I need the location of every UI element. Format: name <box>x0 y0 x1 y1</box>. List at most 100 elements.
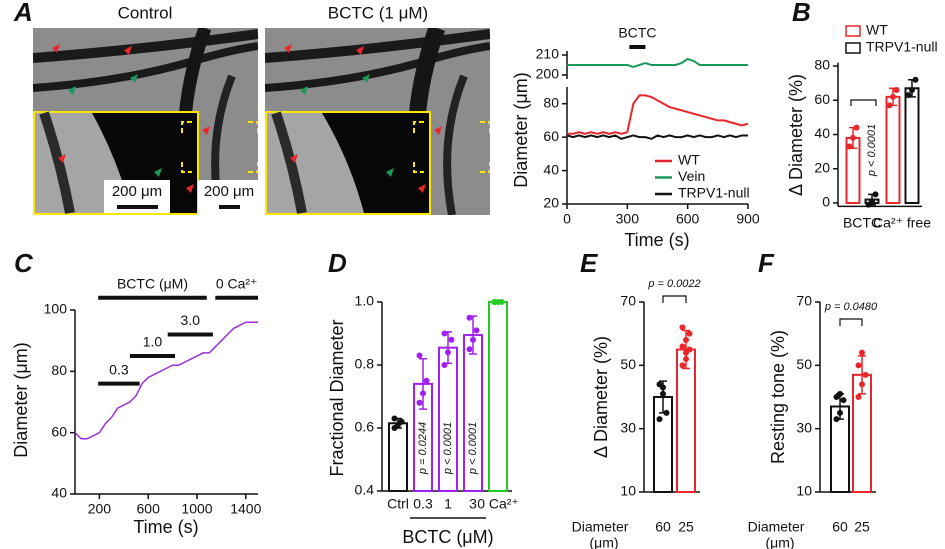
data-point <box>683 337 689 343</box>
micrograph <box>33 29 258 63</box>
x-tick-label: 25 <box>854 519 870 535</box>
x-tick-label: 0.3 <box>413 496 433 512</box>
legend-label: Vein <box>678 168 705 184</box>
micrograph <box>322 113 429 213</box>
p-value: p < 0.0001 <box>442 422 454 475</box>
data-point <box>391 415 398 422</box>
image-title: BCTC (1 μM) <box>328 3 428 22</box>
x-tick-label: Ctrl <box>387 496 409 512</box>
data-point <box>491 299 498 305</box>
legend-label: WT <box>866 22 888 38</box>
y-tick-label: 210 <box>536 46 560 62</box>
y-tick-label: 50 <box>796 356 812 372</box>
scale-bar-label: 200 μm <box>112 183 162 200</box>
y-tick-label: 40 <box>814 125 830 141</box>
micrograph <box>39 111 75 214</box>
data-point <box>859 381 865 388</box>
panel-label: C <box>14 248 34 278</box>
y-tick-label: 80 <box>543 94 559 110</box>
panel-label: A <box>13 0 33 27</box>
y-axis-label: Δ Diameter (%) <box>786 74 806 196</box>
y-tick-label: 40 <box>51 485 67 501</box>
y-axis-label: Δ Diameter (%) <box>591 336 611 458</box>
data-point <box>893 86 900 93</box>
data-point <box>466 346 473 353</box>
y-tick-label: 70 <box>620 293 636 309</box>
panel-label: B <box>792 0 811 27</box>
x-tick-label: 60 <box>832 519 848 535</box>
x-axis-label: Diameter <box>748 519 805 535</box>
bar <box>676 348 696 493</box>
y-tick-label: 30 <box>620 419 636 435</box>
y-tick-label: 80 <box>51 362 67 378</box>
x-tick-label: 1 <box>444 496 452 512</box>
data-point <box>423 377 430 384</box>
annotation: BCTC <box>618 25 656 41</box>
y-axis-label: Diameter (μm) <box>511 72 531 187</box>
y-tick-label: 60 <box>814 91 830 107</box>
data-point <box>679 324 686 331</box>
micrograph <box>443 74 468 215</box>
bar <box>904 87 920 204</box>
data-point <box>473 327 480 334</box>
x-tick-label: 200 <box>88 501 112 517</box>
data-point <box>837 390 843 397</box>
x-tick-label: 25 <box>678 519 694 535</box>
bar <box>885 95 901 204</box>
x-axis-unit: (μm) <box>765 535 794 549</box>
y-tick-label: 70 <box>796 293 812 309</box>
x-tick-label: BCTC <box>843 215 881 231</box>
x-axis-label: Diameter <box>572 519 629 535</box>
y-tick-label: 10 <box>796 483 812 499</box>
data-point <box>416 352 423 359</box>
micrograph <box>265 29 490 63</box>
data-point <box>886 102 893 109</box>
p-value: p = 0.0022 <box>647 278 700 290</box>
x-tick-label: 3 <box>469 496 477 512</box>
x-tick-label: 1400 <box>230 501 261 517</box>
data-point <box>416 399 423 406</box>
data-point <box>679 362 686 369</box>
bracket <box>850 99 877 106</box>
data-point <box>679 343 686 350</box>
data-point <box>660 390 666 397</box>
annotation: 3.0 <box>181 312 201 328</box>
scale-bar-label: 200 μm <box>204 183 254 200</box>
data-point <box>470 336 476 343</box>
data-point <box>869 198 875 205</box>
data-point <box>420 390 426 397</box>
error-bar <box>858 355 866 395</box>
data-line <box>567 94 749 135</box>
y-tick-label: 100 <box>44 301 68 317</box>
y-tick-label: 60 <box>543 128 559 144</box>
x-axis-unit: (μm) <box>589 535 618 549</box>
data-point <box>912 76 919 83</box>
y-tick-label: 0 <box>822 194 830 210</box>
annotation: 0 Ca²⁺ <box>216 275 258 291</box>
x-tick-label: Ca²⁺ free <box>873 215 931 231</box>
x-tick-label: 0 <box>563 211 571 227</box>
data-line <box>74 321 258 440</box>
data-point <box>859 349 865 356</box>
data-point <box>660 384 666 391</box>
data-point <box>445 349 451 356</box>
error-bar <box>419 357 427 410</box>
panel-label: E <box>580 248 598 278</box>
y-axis-label: Fractional Diameter <box>327 319 347 476</box>
data-point <box>498 299 505 305</box>
y-tick-label: 30 <box>796 419 812 435</box>
y-tick-label: 60 <box>51 423 67 439</box>
data-line <box>567 57 748 69</box>
y-tick-label: 50 <box>620 356 636 372</box>
micrograph <box>33 42 258 92</box>
x-axis-label: Time (s) <box>133 517 198 537</box>
y-tick-label: 0.4 <box>355 482 375 498</box>
data-line <box>566 134 748 140</box>
legend-label: WT <box>678 152 700 168</box>
data-point <box>905 92 912 99</box>
data-point <box>909 86 915 93</box>
micrograph <box>92 113 197 213</box>
data-point <box>846 143 853 150</box>
data-point <box>855 362 862 369</box>
